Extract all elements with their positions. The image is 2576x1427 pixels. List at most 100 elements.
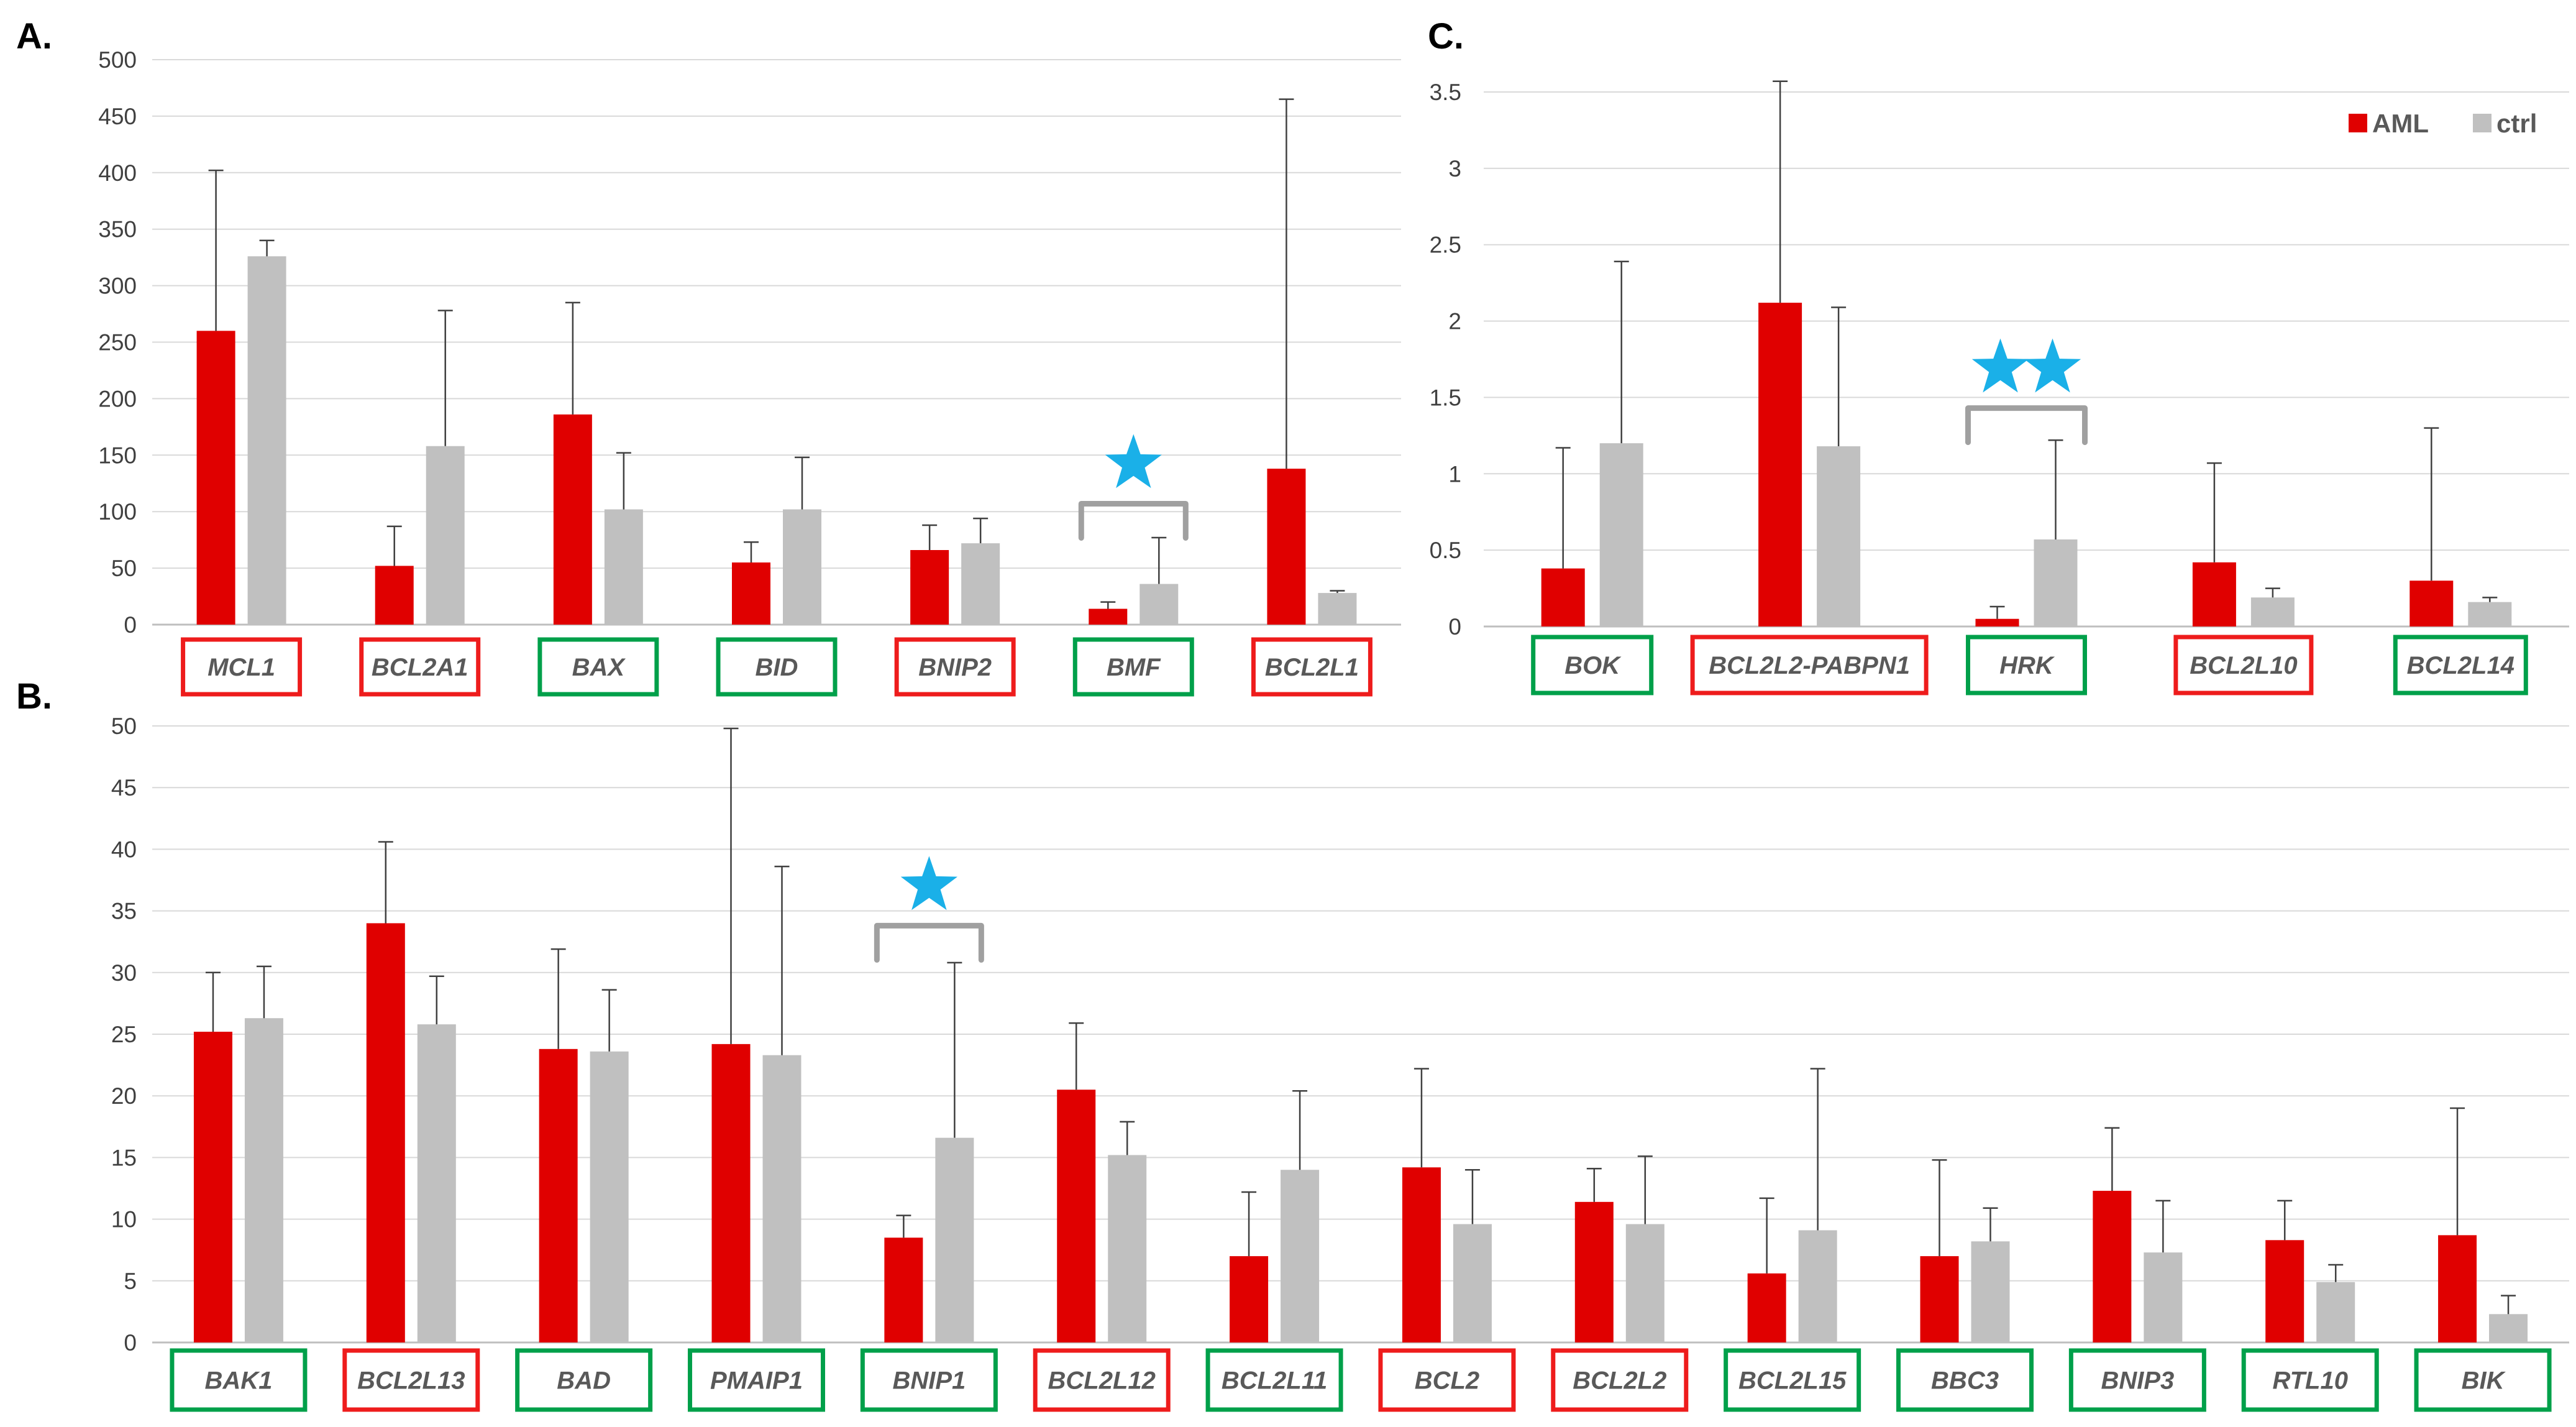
y-tick-label: 35 bbox=[111, 899, 137, 924]
gene-box-bak1 bbox=[170, 1348, 308, 1412]
bar-aml-bcl2l14 bbox=[2409, 580, 2454, 626]
gene-box-bnip2 bbox=[894, 637, 1016, 697]
bar-ctrl-bcl2a1 bbox=[426, 446, 465, 625]
category-label-bik: BIK bbox=[2462, 1367, 2506, 1395]
bar-aml-hrk bbox=[1975, 618, 2019, 626]
bar-ctrl-bcl2l13 bbox=[417, 1024, 456, 1342]
bar-ctrl-bcl2l2 bbox=[1625, 1224, 1665, 1342]
gene-box-mcl1 bbox=[181, 637, 303, 697]
y-tick-label: 1 bbox=[1448, 461, 1461, 487]
category-label-bax: BAX bbox=[572, 654, 626, 681]
bar-ctrl-bnip2 bbox=[961, 543, 1000, 625]
gene-box-bcl2l13 bbox=[342, 1348, 480, 1412]
category-label-bcl2l15: BCL2L15 bbox=[1738, 1367, 1847, 1395]
gene-box-bok bbox=[1531, 635, 1654, 695]
panel-label-b: B. bbox=[16, 676, 52, 717]
y-tick-label: 2 bbox=[1448, 309, 1461, 334]
category-label-bak1: BAK1 bbox=[204, 1367, 272, 1395]
gene-box-bcl2l10 bbox=[2173, 635, 2314, 695]
bar-ctrl-hrk bbox=[2034, 539, 2078, 626]
bar-ctrl-rtl10 bbox=[2316, 1282, 2355, 1342]
bar-aml-bax bbox=[553, 414, 592, 625]
panel-label-a: A. bbox=[16, 16, 52, 57]
category-label-bok: BOK bbox=[1564, 652, 1622, 679]
y-tick-label: 50 bbox=[111, 714, 137, 739]
panel-c: 0 0.5 1 1.5 2 2.5 3 3.5 BOK BCL2L2-PABPN1 HRK BCL2L… bbox=[1430, 80, 2569, 695]
panel-label-c: C. bbox=[1428, 16, 1464, 57]
bar-ctrl-pmaip1 bbox=[762, 1055, 802, 1342]
y-tick-label: 3.5 bbox=[1430, 80, 1461, 105]
bar-ctrl-bcl2l2-pabpn1 bbox=[1817, 446, 1861, 626]
significance-bracket-bmf bbox=[1078, 500, 1189, 541]
gene-box-bcl2l2-pabpn1 bbox=[1690, 635, 1929, 695]
category-label-bbc3: BBC3 bbox=[1931, 1367, 1999, 1395]
bar-aml-bid bbox=[732, 562, 770, 625]
y-tick-label: 2.5 bbox=[1430, 232, 1461, 258]
y-tick-label: 500 bbox=[98, 47, 137, 73]
bar-ctrl-bnip1 bbox=[935, 1137, 974, 1342]
legend-label-ctrl: ctrl bbox=[2496, 109, 2537, 138]
gene-box-bid bbox=[716, 637, 838, 697]
significance-star-hrk bbox=[1971, 338, 2029, 393]
category-label-bcl2a1: BCL2A1 bbox=[372, 654, 468, 681]
bar-aml-bcl2l12 bbox=[1057, 1090, 1096, 1342]
y-tick-label: 0 bbox=[124, 1330, 137, 1356]
y-tick-label: 100 bbox=[98, 499, 137, 525]
y-tick-label: 250 bbox=[98, 330, 137, 356]
y-tick-label: 0 bbox=[1448, 614, 1461, 640]
category-label-bcl2: BCL2 bbox=[1415, 1367, 1479, 1395]
bar-aml-bcl2l11 bbox=[1230, 1256, 1269, 1342]
y-tick-label: 20 bbox=[111, 1083, 137, 1109]
significance-star-bnip1 bbox=[900, 856, 957, 911]
panel-b: 0 5 10 15 20 25 30 35 40 45 50 BAK1 BCL2L13 BAD PMAIP1… bbox=[111, 714, 2569, 1412]
bar-ctrl-bad bbox=[590, 1051, 629, 1342]
y-tick-label: 45 bbox=[111, 775, 137, 801]
category-label-bcl2l14: BCL2L14 bbox=[2407, 652, 2514, 679]
gene-box-bbc3 bbox=[1896, 1348, 2034, 1412]
gene-box-bnip3 bbox=[2068, 1348, 2206, 1412]
category-label-bnip3: BNIP3 bbox=[2101, 1367, 2174, 1395]
gene-box-bax bbox=[537, 637, 659, 697]
y-tick-label: 5 bbox=[124, 1269, 137, 1294]
bar-aml-bak1 bbox=[193, 1032, 232, 1342]
gene-box-bcl2l15 bbox=[1724, 1348, 1861, 1412]
gene-box-bcl2a1 bbox=[359, 637, 481, 697]
y-tick-label: 1.5 bbox=[1430, 385, 1461, 410]
y-tick-label: 0.5 bbox=[1430, 538, 1461, 563]
y-tick-label: 3 bbox=[1448, 156, 1461, 181]
category-label-rtl10: RTL10 bbox=[2272, 1367, 2348, 1395]
legend-swatch-ctrl bbox=[2473, 114, 2492, 132]
bar-aml-bnip1 bbox=[884, 1237, 923, 1342]
y-tick-label: 350 bbox=[98, 217, 137, 242]
gene-box-bcl2l1 bbox=[1251, 637, 1372, 697]
bar-aml-rtl10 bbox=[2265, 1240, 2304, 1342]
category-label-bcl2l2-pabpn1: BCL2L2-PABPN1 bbox=[1709, 652, 1910, 679]
gene-box-bcl2l14 bbox=[2393, 635, 2528, 695]
category-label-bnip2: BNIP2 bbox=[918, 654, 992, 681]
bar-ctrl-bmf bbox=[1140, 584, 1179, 625]
y-tick-label: 50 bbox=[111, 556, 137, 581]
gene-box-bcl2l2 bbox=[1551, 1348, 1689, 1412]
bar-aml-bcl2l1 bbox=[1267, 469, 1306, 625]
category-label-bcl2l13: BCL2L13 bbox=[357, 1367, 465, 1395]
y-tick-label: 15 bbox=[111, 1145, 137, 1170]
category-label-pmaip1: PMAIP1 bbox=[710, 1367, 803, 1395]
bar-ctrl-bok bbox=[1599, 443, 1643, 626]
bar-ctrl-bcl2l15 bbox=[1798, 1230, 1837, 1342]
legend-swatch-aml bbox=[2349, 114, 2367, 132]
y-tick-label: 450 bbox=[98, 104, 137, 129]
y-tick-label: 40 bbox=[111, 837, 137, 862]
bar-aml-bbc3 bbox=[1920, 1256, 1959, 1342]
category-label-mcl1: MCL1 bbox=[208, 654, 275, 681]
category-label-bcl2l10: BCL2L10 bbox=[2190, 652, 2297, 679]
significance-bracket-hrk bbox=[1965, 405, 2088, 446]
bar-ctrl-bcl2l10 bbox=[2250, 597, 2295, 626]
bar-ctrl-bcl2l12 bbox=[1108, 1155, 1147, 1342]
bar-aml-bik bbox=[2438, 1235, 2477, 1342]
category-label-bnip1: BNIP1 bbox=[892, 1367, 966, 1395]
category-label-bcl2l11: BCL2L11 bbox=[1222, 1367, 1327, 1395]
y-tick-label: 400 bbox=[98, 160, 137, 186]
bar-aml-pmaip1 bbox=[711, 1044, 751, 1342]
gene-box-pmaip1 bbox=[688, 1348, 825, 1412]
